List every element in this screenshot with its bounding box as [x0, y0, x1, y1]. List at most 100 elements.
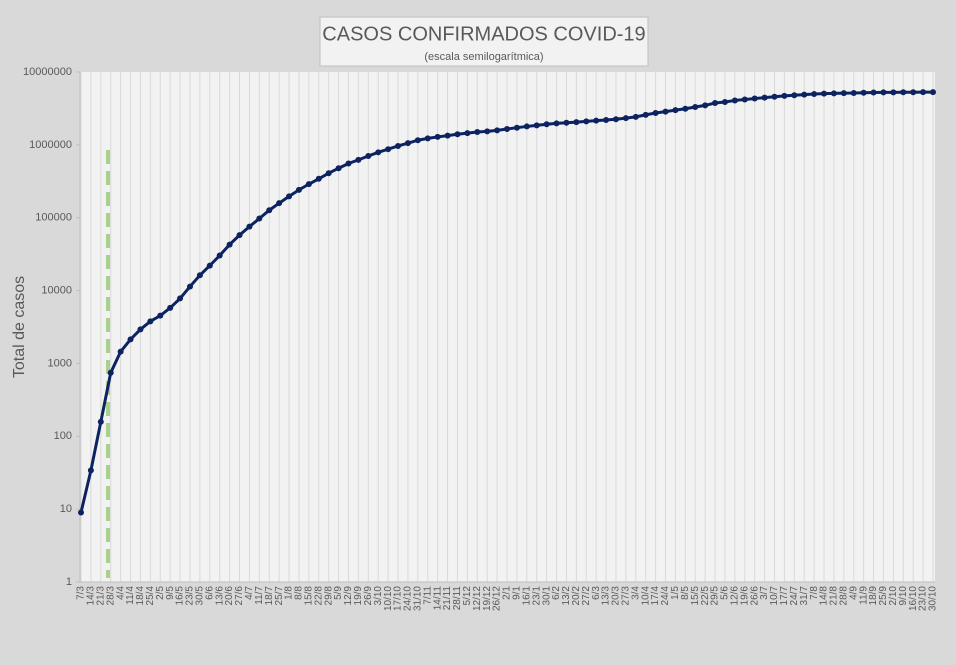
title-box — [319, 16, 649, 67]
data-point — [920, 89, 927, 96]
data-point — [692, 103, 699, 110]
x-tick-label: 30/1 — [541, 586, 552, 606]
data-point — [573, 119, 580, 126]
data-point — [840, 90, 847, 97]
data-point — [464, 130, 471, 137]
data-point — [375, 149, 382, 156]
x-tick-label: 16/10 — [908, 586, 919, 611]
data-point — [741, 96, 748, 103]
data-point — [167, 304, 174, 311]
x-tick-label: 26/12 — [492, 586, 503, 611]
data-point — [236, 232, 243, 239]
x-tick-label: 5/9 — [333, 586, 344, 600]
x-tick-label: 16/1 — [521, 586, 532, 606]
x-tick-label: 13/6 — [214, 586, 225, 606]
data-point — [612, 116, 619, 123]
x-tick-label: 24/7 — [789, 586, 800, 606]
x-tick-label: 14/3 — [86, 586, 97, 606]
y-tick-label: 10000000 — [23, 66, 72, 78]
x-tick-label: 3/10 — [373, 586, 384, 606]
data-point — [642, 111, 649, 118]
y-tick-label: 100000 — [35, 212, 72, 224]
data-point — [781, 92, 788, 99]
data-point — [454, 131, 461, 138]
x-tick-label: 12/12 — [472, 586, 483, 611]
data-point — [672, 107, 679, 114]
data-point — [791, 92, 798, 99]
x-tick-label: 9/5 — [165, 586, 176, 600]
data-point — [286, 193, 293, 200]
data-point — [87, 467, 94, 474]
data-point — [761, 94, 768, 101]
data-point — [97, 418, 104, 425]
data-point — [345, 160, 352, 167]
data-point — [523, 123, 530, 130]
x-tick-label: 19/12 — [482, 586, 493, 611]
x-tick-label: 25/7 — [274, 586, 285, 606]
x-tick-label: 25/4 — [145, 586, 156, 606]
x-tick-label: 8/5 — [680, 586, 691, 600]
data-point — [652, 109, 659, 116]
x-tick-label: 29/5 — [710, 586, 721, 606]
x-tick-label: 2/1 — [502, 586, 513, 600]
data-point — [177, 295, 184, 302]
x-tick-label: 20/2 — [571, 586, 582, 606]
data-point — [444, 132, 451, 139]
data-point — [127, 336, 134, 343]
x-tick-label: 30/5 — [195, 586, 206, 606]
data-point — [424, 135, 431, 142]
data-point — [850, 90, 857, 97]
x-tick-label: 3/4 — [630, 586, 641, 600]
chart-subtitle: (escala semilogarítmica) — [424, 51, 543, 63]
x-tick-label: 2/5 — [155, 586, 166, 600]
data-point — [771, 93, 778, 100]
x-tick-label: 11/4 — [125, 586, 136, 605]
data-point — [682, 105, 689, 112]
x-tick-label: 21/3 — [95, 586, 106, 606]
data-point — [543, 121, 550, 128]
data-point — [315, 175, 322, 182]
data-point — [107, 369, 114, 376]
x-tick-label: 31/7 — [799, 586, 810, 606]
x-tick-label: 1/8 — [284, 586, 295, 600]
x-tick-label: 7/3 — [76, 586, 87, 600]
data-point — [533, 122, 540, 129]
data-point — [632, 113, 639, 120]
x-tick-label: 10/7 — [769, 586, 780, 606]
x-tick-label: 7/8 — [809, 586, 820, 600]
x-tick-label: 22/8 — [313, 586, 324, 606]
x-tick-label: 11/7 — [254, 586, 265, 605]
y-tick-label: 1000000 — [29, 139, 72, 151]
data-point — [801, 91, 808, 98]
x-tick-label: 21/8 — [829, 586, 840, 606]
data-point — [830, 90, 837, 97]
data-point — [305, 181, 312, 188]
x-tick-label: 5/6 — [720, 586, 731, 600]
data-point — [295, 186, 302, 193]
x-tick-label: 13/2 — [561, 586, 572, 606]
x-tick-label: 4/4 — [115, 586, 126, 600]
x-tick-label: 10/4 — [640, 586, 651, 606]
x-tick-label: 4/9 — [848, 586, 859, 600]
data-point — [880, 89, 887, 96]
data-point — [870, 89, 877, 96]
x-tick-label: 18/9 — [868, 586, 879, 606]
x-tick-label: 2/10 — [888, 586, 899, 606]
y-tick-label: 10000 — [41, 284, 72, 296]
data-point — [256, 215, 263, 222]
x-tick-label: 23/10 — [918, 586, 929, 611]
x-tick-label: 6/3 — [591, 586, 602, 600]
data-point — [186, 283, 193, 290]
x-tick-label: 14/8 — [819, 586, 830, 606]
data-point — [821, 90, 828, 97]
x-tick-label: 14/11 — [432, 586, 443, 611]
data-point — [414, 137, 421, 144]
data-point — [890, 89, 897, 96]
x-tick-label: 10/10 — [383, 586, 394, 611]
data-point — [395, 142, 402, 149]
data-point — [484, 128, 491, 135]
data-point — [910, 89, 917, 96]
y-tick-label: 1 — [66, 576, 72, 588]
x-tick-label: 27/3 — [621, 586, 632, 606]
x-tick-label: 28/8 — [838, 586, 849, 606]
